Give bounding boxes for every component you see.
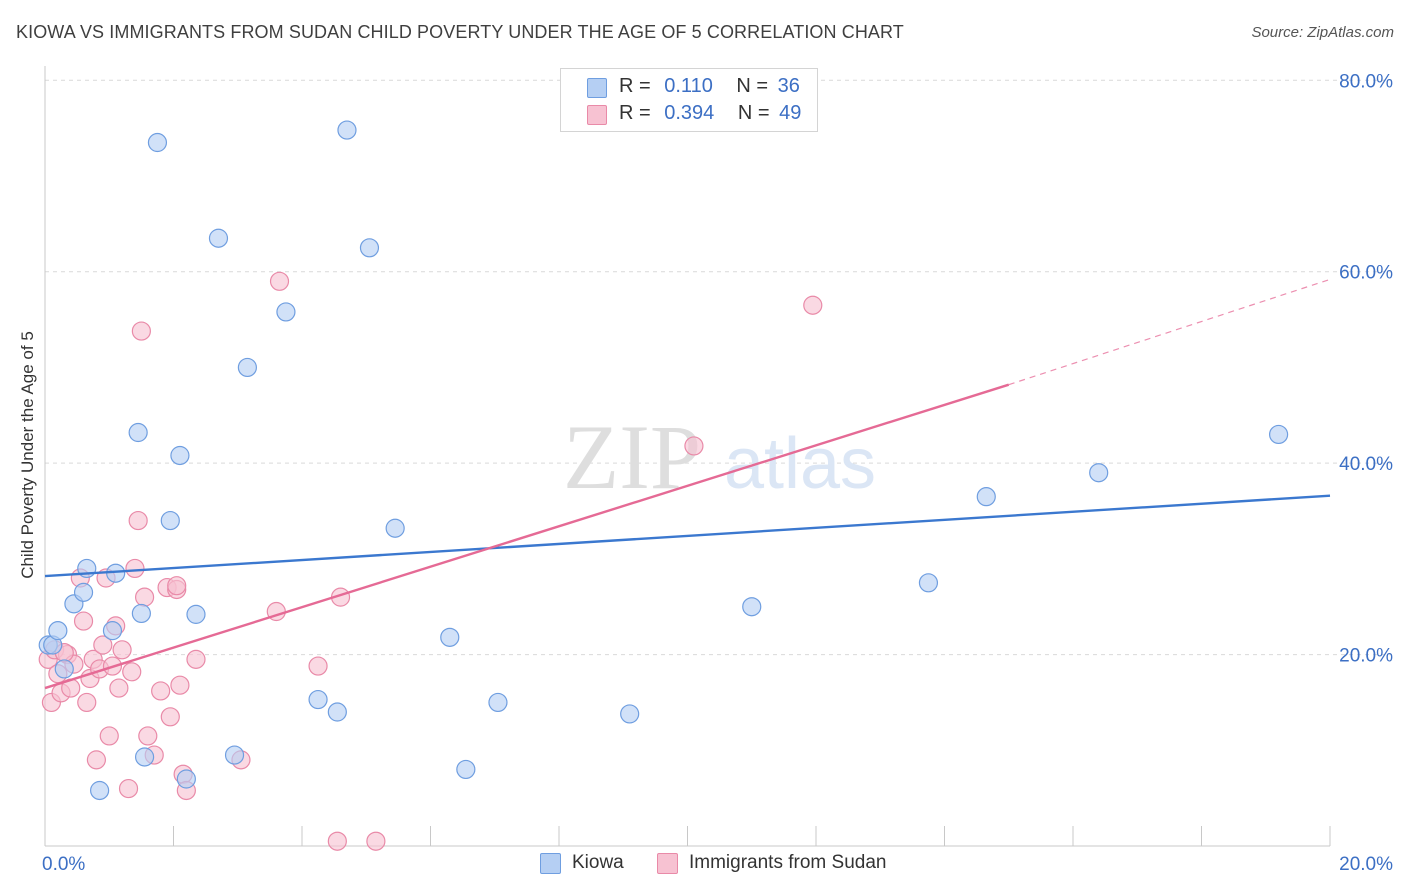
x-tick-label: 20.0%: [1339, 854, 1393, 875]
y-tick-label: 40.0%: [1339, 454, 1393, 475]
sudan-r-label: R =: [619, 102, 651, 124]
sudan-point: [118, 778, 139, 799]
series-legend: Kiowa Immigrants from Sudan: [0, 852, 1406, 878]
kiowa-point: [308, 689, 328, 710]
kiowa-point: [224, 745, 245, 765]
sudan-point: [73, 611, 94, 631]
kiowa-point: [54, 659, 74, 679]
kiowa-point: [742, 597, 762, 617]
sudan-point: [160, 707, 180, 727]
sudan-trend-line: [44, 383, 1010, 690]
kiowa-trend-line: [44, 494, 1331, 578]
sudan-trend-extension: [1008, 278, 1331, 386]
kiowa-point: [456, 759, 476, 780]
sudan-r-value: 0.394: [664, 102, 715, 124]
sudan-point: [134, 587, 155, 607]
kiowa-point: [327, 702, 347, 722]
kiowa-point: [440, 627, 460, 647]
sudan-swatch: [587, 105, 607, 125]
chart-title: KIOWA VS IMMIGRANTS FROM SUDAN CHILD POV…: [16, 22, 904, 42]
sudan-point: [167, 576, 187, 596]
kiowa-point: [176, 769, 196, 789]
kiowa-n-label: N =: [736, 75, 769, 97]
sudan-n-label: N =: [737, 102, 770, 124]
sudan-point: [93, 635, 113, 655]
kiowa-point: [134, 747, 155, 767]
sudan-point: [308, 656, 328, 676]
kiowa-point: [1089, 463, 1109, 483]
kiowa-point: [918, 573, 939, 593]
sudan-point: [186, 649, 206, 669]
sudan-point: [151, 681, 171, 701]
kiowa-point: [73, 582, 94, 602]
kiowa-point: [147, 132, 168, 153]
legend-sudan-label: Immigrants from Sudan: [689, 852, 887, 873]
kiowa-point: [131, 603, 151, 624]
sudan-point: [99, 726, 119, 746]
kiowa-point: [337, 120, 357, 140]
kiowa-n-value: 36: [777, 75, 800, 97]
kiowa-point: [488, 692, 508, 713]
legend-kiowa-swatch: [540, 853, 561, 874]
kiowa-point: [359, 238, 380, 258]
kiowa-swatch: [587, 78, 607, 98]
kiowa-point: [170, 445, 190, 466]
stats-legend: R = 0.110 N = 36 R = 0.394 N = 49: [560, 68, 818, 132]
y-axis-label: Child Poverty Under the Age of 5: [18, 331, 37, 579]
x-tick-label: 0.0%: [42, 854, 85, 875]
kiowa-point: [1268, 424, 1289, 445]
sudan-point: [131, 321, 151, 341]
y-tick-label: 80.0%: [1339, 71, 1393, 92]
y-tick-label: 20.0%: [1339, 646, 1393, 667]
kiowa-point: [237, 357, 257, 378]
sudan-point: [803, 295, 823, 315]
sudan-point: [77, 692, 97, 713]
kiowa-point: [102, 621, 123, 641]
sudan-point: [684, 436, 704, 456]
sudan-n-value: 49: [779, 102, 802, 124]
sudan-point: [327, 831, 347, 851]
sudan-point: [366, 831, 386, 851]
kiowa-point: [620, 704, 640, 724]
sudan-point: [109, 678, 129, 698]
sudan-point: [128, 510, 148, 531]
sudan-point: [122, 662, 142, 682]
source-label: Source: ZipAtlas.com: [1251, 24, 1394, 41]
kiowa-r-label: R =: [619, 75, 651, 97]
kiowa-r-value: 0.110: [664, 75, 713, 97]
kiowa-point: [90, 780, 110, 801]
legend-sudan-swatch: [657, 853, 678, 874]
kiowa-point: [128, 422, 148, 443]
sudan-point: [138, 726, 158, 746]
kiowa-point: [48, 621, 68, 641]
watermark-zip: ZIP: [563, 406, 701, 508]
kiowa-point: [186, 604, 206, 624]
kiowa-point: [276, 302, 296, 322]
kiowa-point: [385, 518, 405, 538]
kiowa-point: [160, 510, 180, 531]
kiowa-point: [976, 487, 996, 507]
legend-kiowa-label: Kiowa: [572, 852, 624, 873]
kiowa-point: [208, 228, 229, 248]
sudan-point: [269, 271, 290, 291]
sudan-point: [86, 750, 107, 770]
y-tick-label: 60.0%: [1339, 263, 1393, 284]
sudan-point: [170, 675, 190, 695]
sudan-point: [112, 640, 132, 660]
sudan-point: [125, 558, 145, 579]
watermark-atlas: atlas: [724, 424, 876, 504]
